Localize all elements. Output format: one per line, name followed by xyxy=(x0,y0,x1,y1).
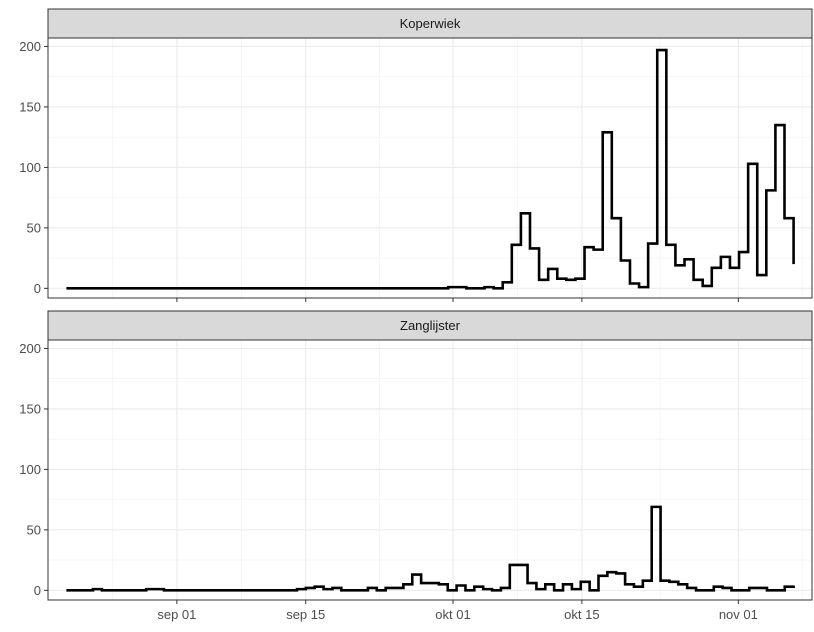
facet-strip xyxy=(47,310,813,341)
y-tick-label: 150 xyxy=(19,99,41,114)
facet-strip-label: Koperwiek xyxy=(400,16,461,31)
panel-background xyxy=(48,38,812,298)
x-tick-label: okt 01 xyxy=(435,607,470,622)
y-tick-label: 200 xyxy=(19,341,41,356)
y-tick-label: 100 xyxy=(19,462,41,477)
y-tick-label: 0 xyxy=(34,281,41,296)
y-tick-label: 50 xyxy=(27,220,41,235)
facet-strip xyxy=(47,8,813,39)
y-tick-label: 200 xyxy=(19,39,41,54)
x-tick-label: sep 15 xyxy=(286,607,325,622)
facet-strip-label: Zanglijster xyxy=(400,318,461,333)
x-tick-label: okt 15 xyxy=(564,607,599,622)
panel-background xyxy=(48,340,812,600)
y-tick-label: 100 xyxy=(19,160,41,175)
y-tick-label: 0 xyxy=(34,583,41,598)
series-line-zanglijster xyxy=(66,505,795,592)
x-tick-label: nov 01 xyxy=(719,607,758,622)
x-tick-label: sep 01 xyxy=(157,607,196,622)
series-line-koperwiek xyxy=(66,48,795,290)
y-tick-label: 150 xyxy=(19,401,41,416)
y-tick-label: 50 xyxy=(27,522,41,537)
